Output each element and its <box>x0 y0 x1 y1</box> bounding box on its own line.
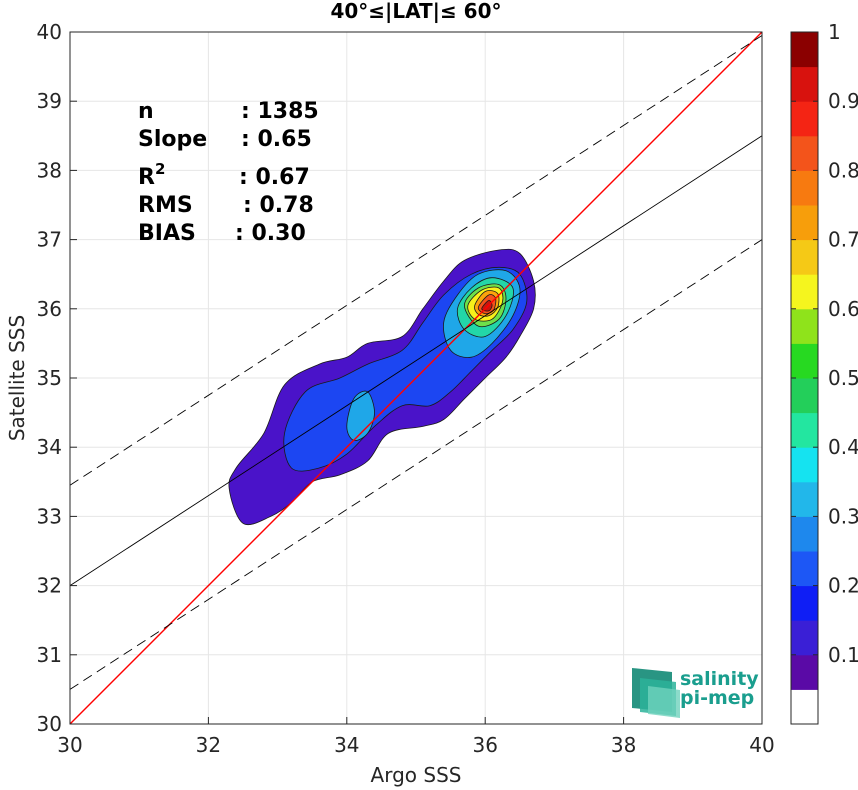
y-axis-label: Satellite SSS <box>5 315 29 441</box>
x-axis-label: Argo SSS <box>371 763 462 787</box>
stat-value: : 0.65 <box>241 127 312 152</box>
colorbar-segment <box>791 551 818 587</box>
stat-label: R2 <box>138 160 165 190</box>
colorbar-segment <box>791 481 818 517</box>
colorbar-segment <box>791 274 818 310</box>
colorbar-segment <box>791 654 818 690</box>
colorbar-tick-label: 0.1 <box>828 643 858 667</box>
x-tick-label: 40 <box>749 733 774 757</box>
colorbar-tick-label: 0.4 <box>828 435 858 459</box>
stat-value: : 0.78 <box>243 193 314 218</box>
y-tick-label: 35 <box>37 366 62 390</box>
colorbar: 0.1 0.2 0.3 0.4 0.5 0.6 0.7 0.8 0.9 1 <box>790 20 858 725</box>
stat-value: : 1385 <box>241 99 319 124</box>
y-tick-label: 31 <box>37 643 62 667</box>
colorbar-tick-label: 0.2 <box>828 574 858 598</box>
colorbar-tick-label: 0.8 <box>828 158 858 182</box>
y-tick-label: 37 <box>37 228 62 252</box>
colorbar-tick-label: 0.6 <box>828 297 858 321</box>
colorbar-segment <box>791 620 818 656</box>
logo-line-2: pi-mep <box>680 687 754 709</box>
colorbar-segment <box>791 378 818 414</box>
colorbar-segment <box>791 32 818 68</box>
stat-label: BIAS <box>138 221 196 246</box>
colorbar-segment <box>791 135 818 171</box>
wave-logo-icon <box>632 668 680 718</box>
x-tick-label: 32 <box>196 733 221 757</box>
x-tick-label: 30 <box>57 733 82 757</box>
axis-ticks: 30 32 34 36 38 40 30 31 32 33 34 35 36 37 38 39 40 <box>37 20 775 757</box>
colorbar-segment <box>791 239 818 275</box>
y-tick-label: 30 <box>37 712 62 736</box>
colorbar-tick-label: 1 <box>828 20 841 44</box>
statistics-box: n : 1385 Slope : 0.65 R2 : 0.67 RMS : 0.78 BIAS:… <box>138 99 319 246</box>
y-tick-label: 34 <box>37 435 62 459</box>
contour-fill <box>228 248 536 526</box>
stat-label: Slope <box>138 127 207 152</box>
y-tick-label: 39 <box>37 89 62 113</box>
colorbar-segment <box>791 170 818 206</box>
y-tick-label: 38 <box>37 158 62 182</box>
upper-bound-line <box>69 35 763 486</box>
colorbar-segment <box>791 447 818 483</box>
stat-label: RMS <box>138 193 193 218</box>
x-tick-label: 38 <box>611 733 636 757</box>
colorbar-tick-label: 0.7 <box>828 228 858 252</box>
chart-title: 40°≤|LAT|≤ 60° <box>330 0 501 23</box>
stat-value: : 0.67 <box>239 165 310 190</box>
lower-bound-line <box>69 239 763 690</box>
colorbar-segment <box>791 66 818 102</box>
x-tick-label: 36 <box>472 733 497 757</box>
colorbar-tick-label: 0.3 <box>828 504 858 528</box>
colorbar-segment <box>791 343 818 379</box>
x-tick-label: 34 <box>334 733 359 757</box>
colorbar-segment <box>791 412 818 448</box>
colorbar-segment <box>791 689 818 725</box>
colorbar-tick-label: 0.5 <box>828 366 858 390</box>
contour-level-9 <box>481 300 493 312</box>
y-tick-label: 33 <box>37 504 62 528</box>
colorbar-tick-label: 0.9 <box>828 89 858 113</box>
y-tick-label: 36 <box>37 297 62 321</box>
salinity-pimep-logo: salinity pi-mep <box>632 668 759 718</box>
reference-lines <box>69 31 763 725</box>
colorbar-segment <box>791 585 818 621</box>
regression-line <box>69 135 763 586</box>
one-to-one-line <box>69 31 763 725</box>
colorbar-segment <box>791 205 818 241</box>
colorbar-segment <box>791 101 818 137</box>
colorbar-segment <box>791 308 818 344</box>
stat-label: n <box>138 99 154 124</box>
logo-line-1: salinity <box>680 668 759 690</box>
colorbar-segment <box>791 516 818 552</box>
plot-area: 30 32 34 36 38 40 30 31 32 33 34 35 36 37 38 39 40 <box>37 20 775 757</box>
y-tick-label: 40 <box>37 20 62 44</box>
stat-value: : 0.30 <box>235 221 306 246</box>
y-tick-label: 32 <box>37 574 62 598</box>
